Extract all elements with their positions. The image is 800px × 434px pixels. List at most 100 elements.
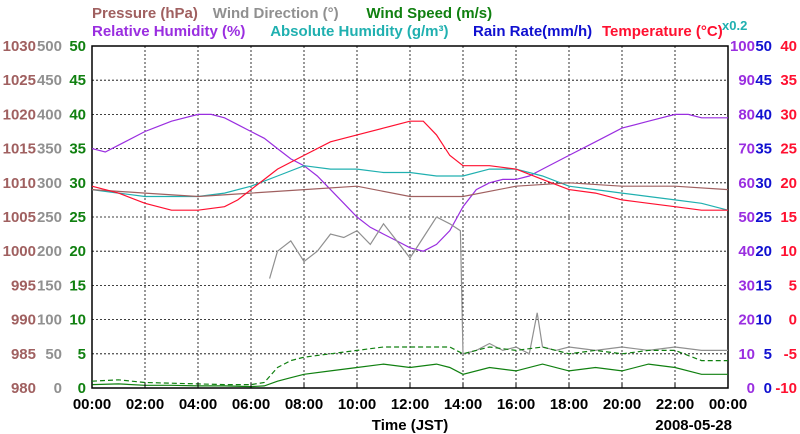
tick-label-pressure: 1010 <box>3 175 36 192</box>
tick-label-wind-speed: 10 <box>69 312 86 329</box>
x-tick-label: 10:00 <box>338 396 376 413</box>
legend-item: Absolute Humidity (g/m³) <box>270 23 448 40</box>
tick-label-humidity: 0 <box>747 380 755 397</box>
series-pressure-hpa <box>91 182 729 198</box>
x-tick-label: 02:00 <box>126 396 164 413</box>
tick-label-humidity: 80 <box>738 106 755 123</box>
tick-label-temperature: -10 <box>775 380 797 397</box>
tick-label-wind-direction: 50 <box>45 346 62 363</box>
series-relative-humidity <box>91 113 728 252</box>
tick-label-wind-direction: 450 <box>37 72 62 89</box>
tick-label-temperature: 10 <box>780 243 797 260</box>
tick-label-wind-speed: 35 <box>69 141 86 158</box>
plot-area <box>91 45 729 389</box>
tick-label-wind-speed: 5 <box>78 346 86 363</box>
x-tick-label: 16:00 <box>497 396 535 413</box>
tick-label-temperature: 40 <box>780 38 797 55</box>
tick-label-humidity: 30 <box>738 277 755 294</box>
x-axis-label: Time (JST) <box>372 417 448 434</box>
tick-label-wind-direction: 100 <box>37 312 62 329</box>
tick-label-humidity: 70 <box>738 141 755 158</box>
legend-item: Pressure (hPa) <box>92 5 198 22</box>
tick-label-wind-speed: 50 <box>69 38 86 55</box>
x-tick-label: 00:00 <box>73 396 111 413</box>
tick-label-humidity: 90 <box>738 72 755 89</box>
tick-label-pressure: 995 <box>11 277 36 294</box>
tick-label-temperature: 15 <box>780 209 797 226</box>
tick-label-humidity: 40 <box>738 243 755 260</box>
x-tick-label: 12:00 <box>391 396 429 413</box>
series-group <box>91 113 729 388</box>
legend-item: Relative Humidity (%) <box>92 23 245 40</box>
tick-label-temperature: 30 <box>780 106 797 123</box>
tick-label-rain-rate: 5 <box>764 346 772 363</box>
legend-item: Wind Direction (°) <box>213 5 339 22</box>
x-tick-label: 20:00 <box>603 396 641 413</box>
legend: Pressure (hPa) Wind Direction (°) Wind Spe… <box>92 5 747 40</box>
tick-label-humidity: 50 <box>738 209 755 226</box>
tick-label-wind-speed: 25 <box>69 209 86 226</box>
right-axes: 1009080706050403020100504540353025201510… <box>730 38 797 397</box>
tick-label-pressure: 985 <box>11 346 36 363</box>
x-axis: 00:00 02:00 04:00 06:00 08:00 10:00 12:00 14:00… <box>73 383 747 413</box>
series-temperature-c <box>91 120 728 211</box>
tick-label-rain-rate: 50 <box>755 38 772 55</box>
tick-label-wind-speed: 20 <box>69 243 86 260</box>
tick-label-temperature: 5 <box>789 277 797 294</box>
x-tick-label: 22:00 <box>656 396 694 413</box>
tick-label-wind-direction: 150 <box>37 277 62 294</box>
tick-label-rain-rate: 45 <box>755 72 772 89</box>
tick-label-rain-rate: 10 <box>755 312 772 329</box>
x-tick-label: 14:00 <box>444 396 482 413</box>
tick-label-humidity: 100 <box>730 38 755 55</box>
tick-label-wind-direction: 200 <box>37 243 62 260</box>
x-tick-label: 00:00 <box>709 396 747 413</box>
tick-label-rain-rate: 40 <box>755 106 772 123</box>
legend-item: Temperature (°C) <box>602 23 723 40</box>
series-wind-speed-m-s <box>91 363 728 388</box>
tick-label-wind-direction: 350 <box>37 141 62 158</box>
tick-label-wind-direction: 250 <box>37 209 62 226</box>
tick-label-wind-speed: 40 <box>69 106 86 123</box>
date-label: 2008-05-28 <box>655 417 732 434</box>
tick-label-pressure: 980 <box>11 380 36 397</box>
tick-label-rain-rate: 20 <box>755 243 772 260</box>
tick-label-wind-speed: 30 <box>69 175 86 192</box>
tick-label-wind-speed: 0 <box>78 380 86 397</box>
tick-label-wind-direction: 0 <box>54 380 62 397</box>
tick-label-pressure: 1000 <box>3 243 36 260</box>
tick-label-rain-rate: 35 <box>755 141 772 158</box>
tick-label-wind-direction: 300 <box>37 175 62 192</box>
series-wind-speed-gust-m-s <box>91 346 728 386</box>
tick-label-rain-rate: 25 <box>755 209 772 226</box>
left-axes: 1030102510201015101010051000995990985980… <box>3 38 86 397</box>
tick-label-pressure: 1025 <box>3 72 36 89</box>
tick-label-rain-rate: 15 <box>755 277 772 294</box>
tick-label-rain-rate: 30 <box>755 175 772 192</box>
series-wind-direction <box>269 216 728 355</box>
tick-label-temperature: 35 <box>780 72 797 89</box>
x-tick-label: 18:00 <box>550 396 588 413</box>
tick-label-pressure: 1020 <box>3 106 36 123</box>
grid <box>92 46 728 388</box>
tick-label-temperature: 25 <box>780 141 797 158</box>
legend-item: Rain Rate(mm/h) <box>473 23 592 40</box>
tick-label-wind-speed: 15 <box>69 277 86 294</box>
tick-label-pressure: 1015 <box>3 141 36 158</box>
tick-label-temperature: -5 <box>784 346 797 363</box>
x-tick-label: 08:00 <box>285 396 323 413</box>
x-tick-label: 04:00 <box>179 396 217 413</box>
x-tick-label: 06:00 <box>232 396 270 413</box>
tick-label-humidity: 10 <box>738 346 755 363</box>
tick-label-wind-direction: 400 <box>37 106 62 123</box>
tick-label-humidity: 60 <box>738 175 755 192</box>
tick-label-temperature: 0 <box>789 312 797 329</box>
tick-label-humidity: 20 <box>738 312 755 329</box>
tick-label-pressure: 1005 <box>3 209 36 226</box>
tick-label-rain-rate: 0 <box>764 380 772 397</box>
tick-label-temperature: 20 <box>780 175 797 192</box>
tick-label-pressure: 1030 <box>3 38 36 55</box>
scale-note: x0.2 <box>722 18 747 33</box>
tick-label-pressure: 990 <box>11 312 36 329</box>
